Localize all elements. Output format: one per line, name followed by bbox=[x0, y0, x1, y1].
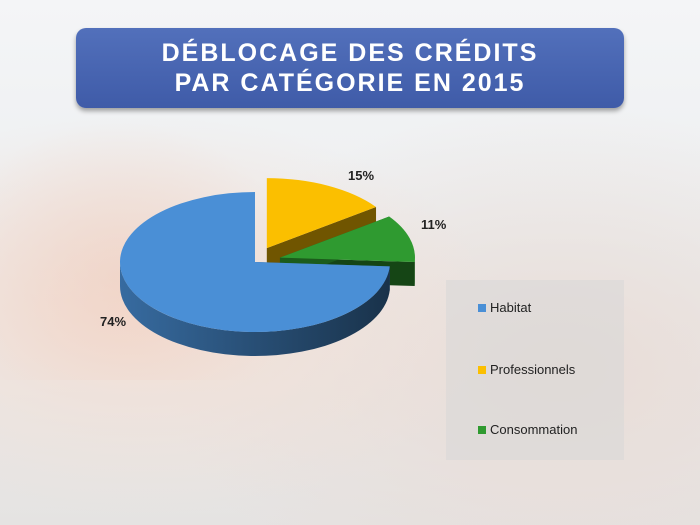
pie-slice-habitat bbox=[120, 192, 390, 332]
legend: Habitat Professionnels Consommation bbox=[446, 280, 624, 460]
legend-item-consommation: Consommation bbox=[478, 422, 577, 437]
title-line-1: DÉBLOCAGE DES CRÉDITS bbox=[161, 39, 539, 67]
legend-label-professionnels: Professionnels bbox=[490, 362, 576, 377]
chart-title: DÉBLOCAGE DES CRÉDITS PAR CATÉGORIE EN 2… bbox=[76, 28, 624, 108]
legend-swatch-professionnels bbox=[478, 365, 486, 374]
legend-swatch-consommation bbox=[478, 425, 486, 434]
data-label-consommation: 11% bbox=[421, 217, 447, 232]
legend-item-professionnels: Professionnels bbox=[478, 362, 575, 377]
legend-swatch-habitat bbox=[478, 303, 486, 312]
title-line-2: PAR CATÉGORIE EN 2015 bbox=[174, 69, 526, 97]
legend-item-habitat: Habitat bbox=[478, 300, 531, 315]
slice-wall-habitat bbox=[120, 262, 390, 357]
legend-label-consommation: Consommation bbox=[490, 422, 578, 437]
pie-slice-professionnels bbox=[266, 178, 377, 249]
data-label-professionnels: 15% bbox=[348, 168, 374, 183]
legend-label-habitat: Habitat bbox=[490, 300, 532, 315]
pie-slice-consommation bbox=[279, 216, 415, 263]
data-label-habitat: 74% bbox=[100, 314, 126, 329]
